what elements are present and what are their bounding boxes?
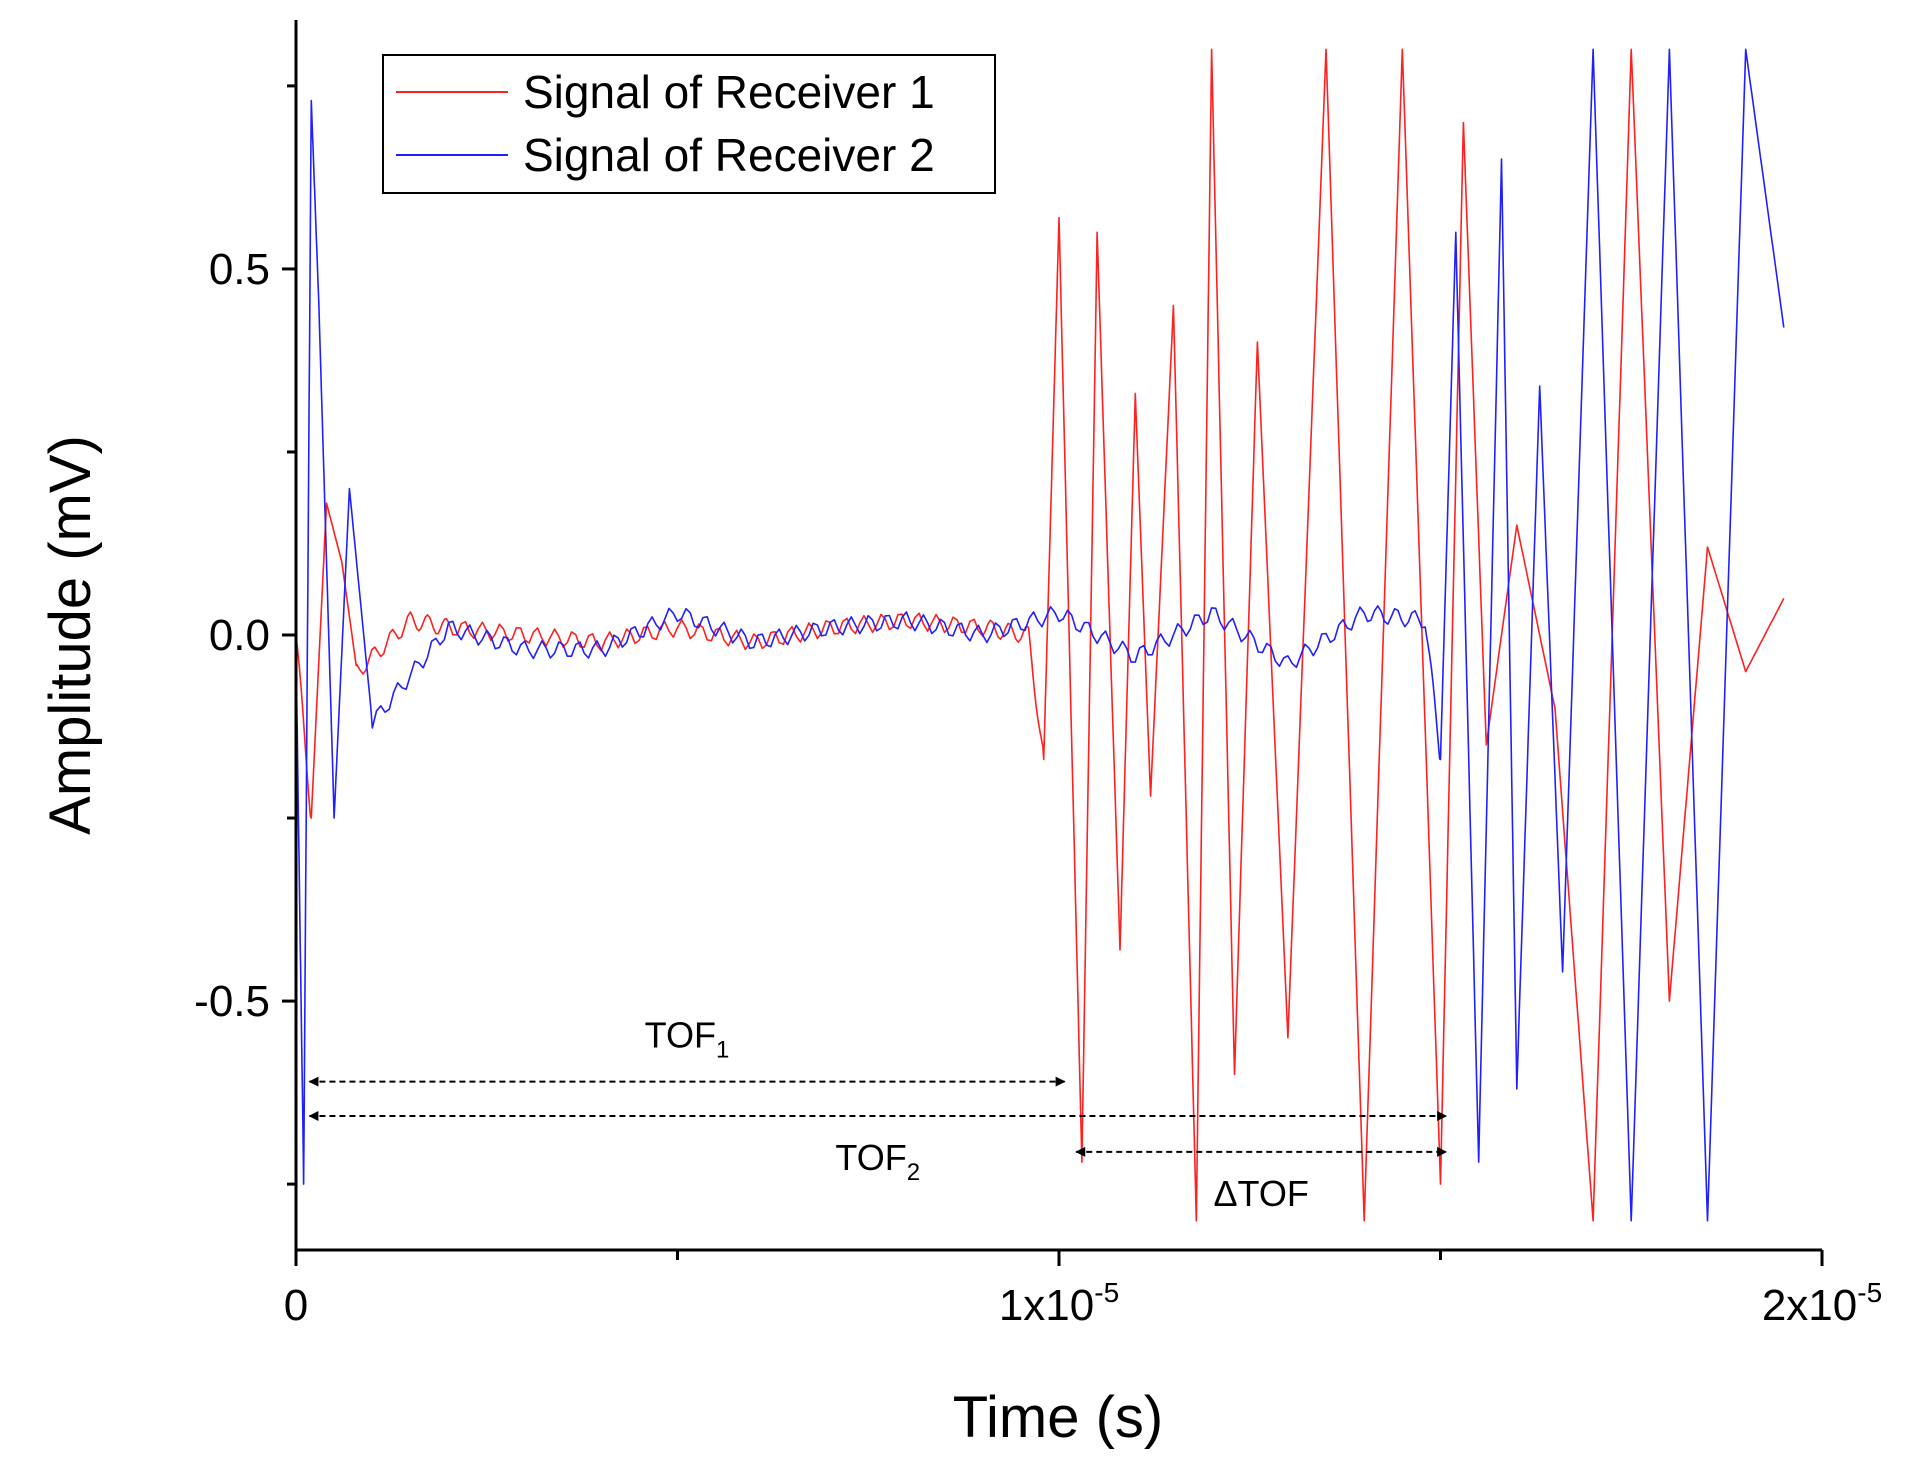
legend-label-receiver-1: Signal of Receiver 1 <box>523 66 935 118</box>
y-tick-label: -0.5 <box>194 977 270 1026</box>
series-line-signal-of-receiver-1 <box>296 48 1785 1222</box>
y-tick-label: 0.5 <box>209 245 270 294</box>
y-axis-title: Amplitude (mV) <box>38 435 103 835</box>
axes <box>294 20 1822 1252</box>
annotation-label-tof2: TOF2 <box>835 1137 920 1186</box>
annotation-label-dtof: ΔTOF <box>1213 1173 1308 1214</box>
y-tick-label: 0.0 <box>209 611 270 660</box>
x-tick-label: 2x10-5 <box>1762 1277 1882 1330</box>
annotation-label-tof1: TOF1 <box>645 1015 730 1064</box>
x-tick-label: 0 <box>284 1281 308 1330</box>
ticks: 0 1x10-5 2x10-5 0.5 0.0 -0.5 <box>194 84 1882 1330</box>
series-line-signal-of-receiver-2 <box>296 48 1785 1222</box>
legend-box <box>382 54 996 194</box>
series-layer <box>296 48 1785 1222</box>
x-axis-title: Time (s) <box>953 1385 1163 1450</box>
legend: Signal of Receiver 1 Signal of Receiver … <box>382 54 996 194</box>
annotations: TOF1 TOF2 ΔTOF <box>308 1015 1448 1214</box>
legend-label-receiver-2: Signal of Receiver 2 <box>523 129 935 181</box>
x-tick-label: 1x10-5 <box>999 1277 1119 1330</box>
